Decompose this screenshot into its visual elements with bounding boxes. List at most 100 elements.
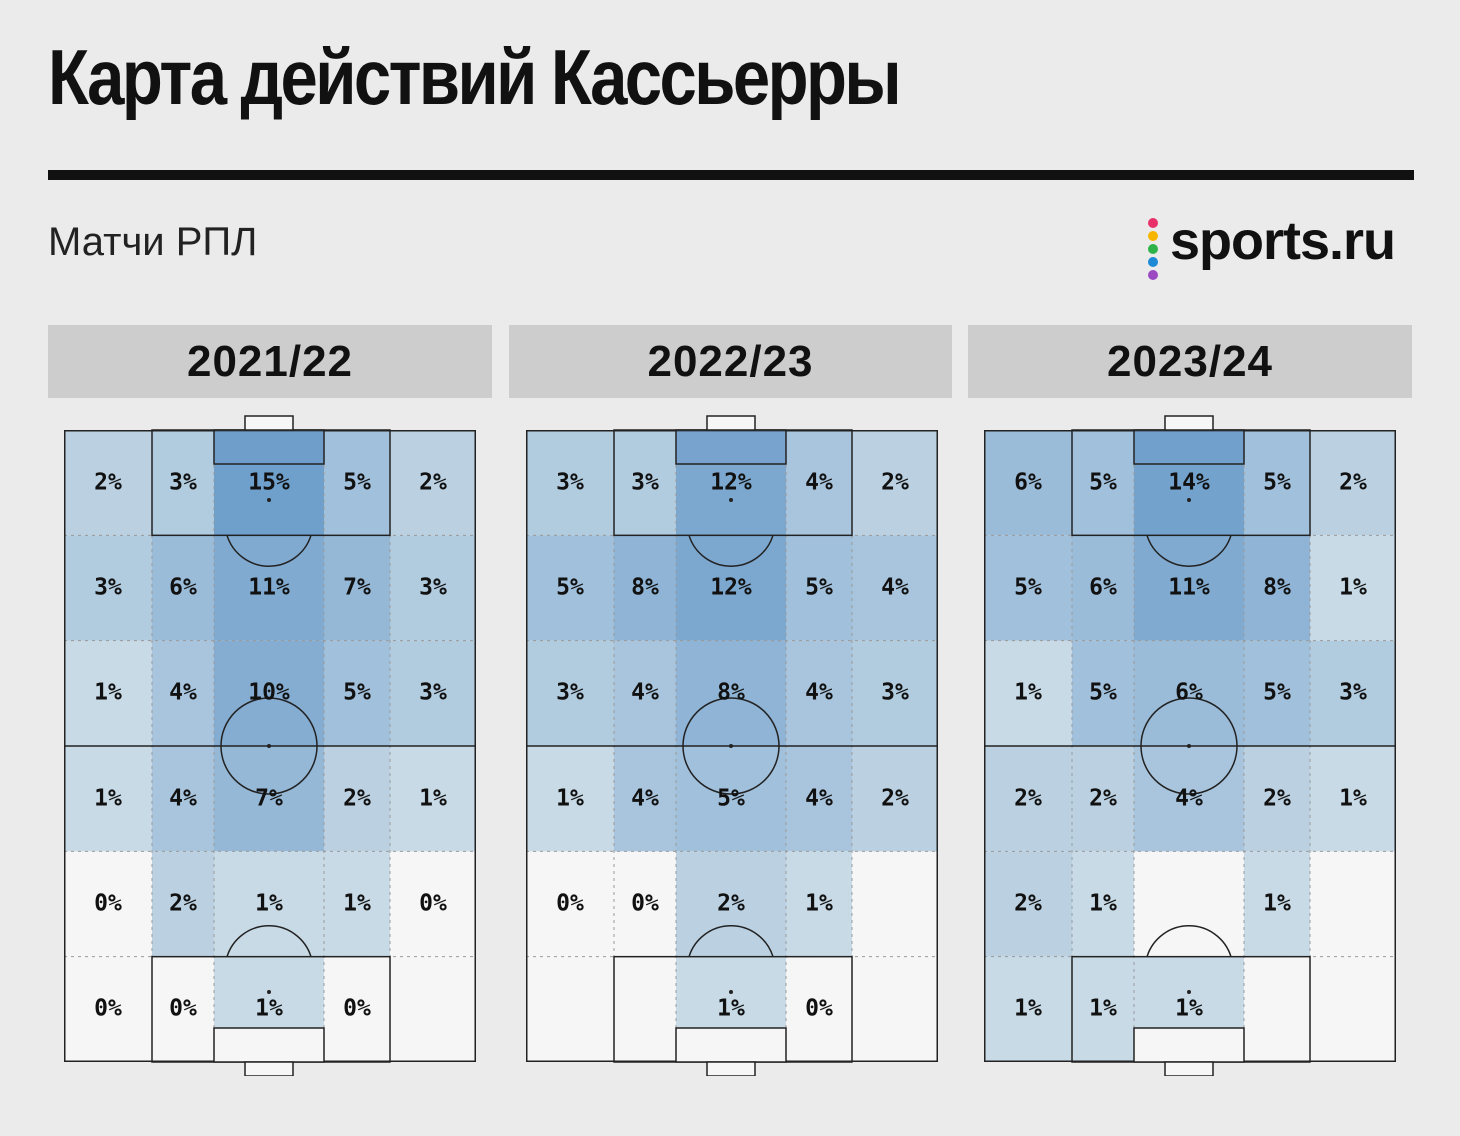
heat-cell [1072,640,1134,746]
cell-value-label: 1% [255,995,283,1022]
heat-cell [614,535,676,641]
cell-value-label: 3% [419,679,447,706]
heat-cell [1072,746,1134,852]
cell-value-label: 1% [717,995,745,1022]
pitch-svg [64,415,476,1076]
heat-cell [324,851,390,957]
season-header-2023-24: 2023/24 [968,325,1412,398]
penalty-spot-bottom [1187,990,1191,994]
heat-cell [852,640,938,746]
cell-value-label: 1% [1339,574,1367,601]
cell-value-label: 4% [631,785,659,812]
heat-cell [324,746,390,852]
heat-cell [614,746,676,852]
heat-cell [1244,430,1310,536]
cell-value-label: 3% [556,679,584,706]
pitch-heatmap-2022-23: 3% 3% 12% 4% 2% 5% 8% 12% 5% 4% 3% 4% 8% 4% 3% 1% 4% 5% 4%… [526,414,938,1076]
goal-bottom [1164,1061,1214,1076]
cell-value-label: 2% [881,469,909,496]
cell-value-label: 6% [1089,574,1117,601]
cell-value-label: 15% [248,469,290,496]
logo-dot [1148,218,1158,228]
heat-cell [1310,535,1396,641]
heat-cell [786,535,852,641]
heat-cell [676,640,786,746]
pitch-svg [526,415,938,1076]
heat-cell [984,640,1072,746]
center-spot [267,744,271,748]
penalty-arc-bottom [688,925,774,957]
cell-value-label: 2% [1089,785,1117,812]
cell-value-label: 5% [805,574,833,601]
cell-value-label: 1% [1089,890,1117,917]
penalty-spot-top [1187,498,1191,502]
cell-value-label: 2% [717,890,745,917]
chart-title: Карта действий Кассьерры [48,33,902,121]
heat-cell [984,535,1072,641]
cell-value-label: 4% [1175,785,1203,812]
heat-cell [852,430,938,536]
cell-value-label: 2% [1014,890,1042,917]
heat-cell [984,851,1072,957]
heat-cell [1310,430,1396,536]
logo-dot [1148,257,1158,267]
cell-value-label: 1% [94,785,122,812]
season-header-2021-22: 2021/22 [48,325,492,398]
cell-value-label: 3% [419,574,447,601]
heat-cell [1244,640,1310,746]
pitch-heatmap-2023-24: 6% 5% 14% 5% 2% 5% 6% 11% 8% 1% 1% 5% 6% 5% 3% 2% 2% 4% 2%… [984,414,1396,1076]
cell-value-label: 11% [1168,574,1210,601]
logo-dots-icon [1148,218,1160,283]
chart-subtitle: Матчи РПЛ [48,220,258,264]
pitch-svg [984,415,1396,1076]
cell-value-label: 10% [248,679,290,706]
season-header-2022-23: 2022/23 [509,325,952,398]
cell-value-label: 4% [169,785,197,812]
goal-area-bottom [675,1027,787,1063]
heat-cell [1072,851,1134,957]
goal-bottom [706,1061,756,1076]
cell-value-label: 0% [805,995,833,1022]
penalty-spot-top [267,498,271,502]
cell-value-label: 11% [248,574,290,601]
cell-value-label: 3% [1339,679,1367,706]
heat-cell [152,535,214,641]
heat-cell [1310,746,1396,852]
heat-cell [324,535,390,641]
heat-cell [786,746,852,852]
cell-value-label: 5% [1263,679,1291,706]
cell-value-label: 4% [805,469,833,496]
cell-value-label: 5% [556,574,584,601]
cell-value-label: 1% [1175,995,1203,1022]
title-divider [48,170,1414,180]
heat-cell [984,746,1072,852]
heat-cell [1072,535,1134,641]
goal-bottom [244,1061,294,1076]
cell-value-label: 8% [631,574,659,601]
cell-value-label: 6% [169,574,197,601]
center-circle [1140,697,1238,795]
heat-cell [64,535,152,641]
heat-cell [526,430,614,536]
cell-value-label: 4% [631,679,659,706]
heat-cell [1072,956,1134,1062]
cell-value-label: 1% [1014,995,1042,1022]
cell-value-label: 3% [631,469,659,496]
cell-value-label: 7% [343,574,371,601]
cell-value-label: 1% [343,890,371,917]
cell-value-label: 0% [631,890,659,917]
cell-value-label: 1% [255,890,283,917]
cell-value-label: 1% [1089,995,1117,1022]
heat-cell [152,851,214,957]
cell-value-label: 1% [1339,785,1367,812]
heat-cell [526,746,614,852]
cell-value-label: 2% [1263,785,1291,812]
cell-value-label: 5% [343,679,371,706]
cell-value-label: 5% [717,785,745,812]
cell-value-label: 12% [710,574,752,601]
heat-cell [64,746,152,852]
cell-value-label: 0% [556,890,584,917]
cell-value-label: 1% [419,785,447,812]
heat-cell [64,640,152,746]
cell-value-label: 4% [805,679,833,706]
